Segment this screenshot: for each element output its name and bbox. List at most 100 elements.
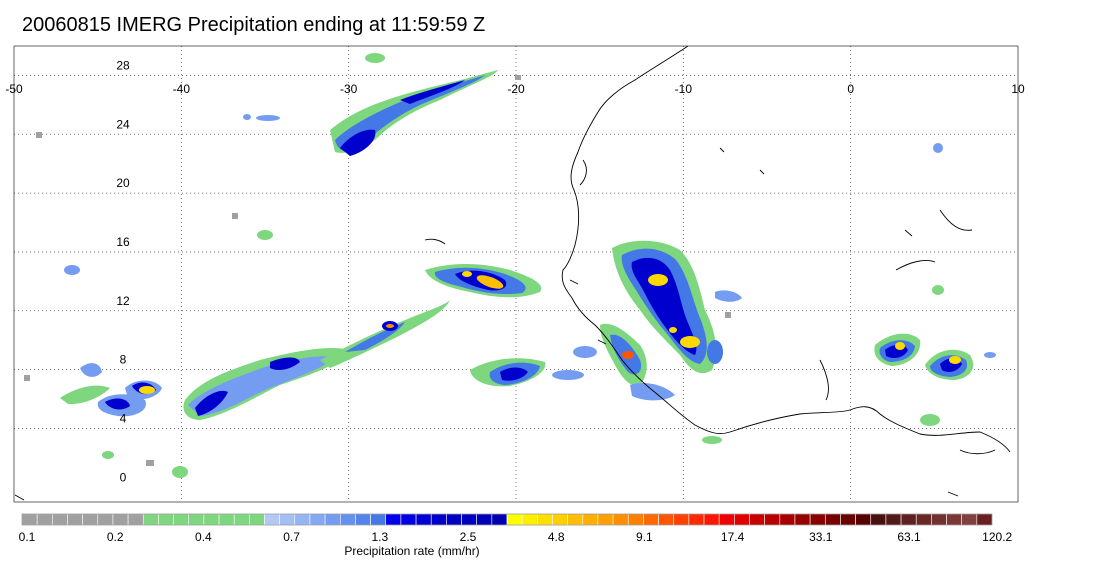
colorbar-swatch [794, 513, 811, 526]
colorbar-swatch [900, 513, 917, 526]
latitude-label: 28 [116, 58, 130, 72]
colorbar-swatch [779, 513, 796, 526]
colorbar-swatch [612, 513, 629, 526]
colorbar-tick-label: 2.5 [460, 530, 477, 544]
latitude-label: 0 [120, 470, 127, 484]
colorbar-swatch [82, 513, 99, 526]
latitude-label: 16 [116, 235, 130, 249]
colorbar-swatch [597, 513, 614, 526]
latitude-label: 4 [120, 411, 127, 425]
colorbar-swatch [961, 513, 978, 526]
colorbar-swatch [764, 513, 781, 526]
colorbar-swatch [855, 513, 872, 526]
colorbar-border [21, 513, 993, 526]
colorbar-swatch [885, 513, 902, 526]
longitude-label: 0 [847, 82, 854, 96]
colorbar-swatch [97, 513, 114, 526]
colorbar-swatch [127, 513, 144, 526]
colorbar-tick-label: 17.4 [721, 530, 745, 544]
colorbar-swatch [324, 513, 341, 526]
colorbar-swatch [430, 513, 447, 526]
colorbar-swatch [188, 513, 205, 526]
colorbar-tick-label: 0.7 [283, 530, 300, 544]
longitude-label: -50 [5, 82, 23, 96]
colorbar-swatch [809, 513, 826, 526]
colorbar-swatch [946, 513, 962, 526]
colorbar-title: Precipitation rate (mm/hr) [344, 544, 479, 558]
latitude-label: 8 [120, 353, 127, 367]
map-title: 20060815 IMERG Precipitation ending at 1… [22, 14, 486, 36]
colorbar-swatch [521, 513, 538, 526]
colorbar-swatch [52, 513, 68, 526]
latitude-labels: 0 4 8 12 16 20 24 28 [116, 58, 130, 484]
longitude-labels: -50 -40 -30 -20 -10 0 10 [5, 82, 1025, 96]
colorbar-swatch [461, 513, 477, 526]
longitude-label: -10 [675, 82, 693, 96]
colorbar-swatch [567, 513, 584, 526]
colorbar-swatch [870, 513, 887, 526]
colorbar-swatch [734, 513, 750, 526]
longitude-label: -40 [173, 82, 191, 96]
colorbar-swatch [824, 513, 841, 526]
colorbar-tick-label: 0.1 [19, 530, 36, 544]
colorbar-swatch [173, 513, 190, 526]
colorbar-swatch [385, 513, 402, 526]
colorbar-swatch [400, 513, 417, 526]
colorbar-swatch [203, 513, 220, 526]
colorbar-swatch [476, 513, 493, 526]
colorbar-swatch [552, 513, 568, 526]
colorbar-swatch [537, 513, 553, 526]
colorbar-swatch [112, 513, 129, 526]
colorbar-swatch [718, 513, 735, 526]
map-frame [13, 45, 1019, 503]
colorbar-swatch [21, 513, 38, 526]
colorbar-tick-label: 1.3 [371, 530, 388, 544]
longitude-label: -20 [507, 82, 525, 96]
longitude-label: 10 [1011, 82, 1025, 96]
latitude-label: 24 [116, 117, 130, 131]
latitude-label: 20 [116, 176, 130, 190]
colorbar-swatch [233, 513, 250, 526]
colorbar-swatch [446, 513, 462, 526]
colorbar-swatch [627, 513, 644, 526]
colorbar-swatch [506, 513, 523, 526]
colorbar-tick-label: 4.8 [548, 530, 565, 544]
colorbar-swatch [294, 513, 311, 526]
latitude-label: 12 [116, 294, 130, 308]
colorbar-swatch [582, 513, 599, 526]
colorbar-swatch [158, 513, 174, 526]
colorbar-swatch [309, 513, 326, 526]
colorbar-swatch [415, 513, 432, 526]
longitude-label: -30 [340, 82, 358, 96]
colorbar-swatch [673, 513, 690, 526]
colorbar-tick-label: 0.4 [195, 530, 212, 544]
colorbar-tick-label: 33.1 [809, 530, 833, 544]
colorbar-swatch [249, 513, 265, 526]
colorbar-swatch [688, 513, 705, 526]
coastline [14, 46, 1011, 501]
colorbar-swatch [264, 513, 280, 526]
colorbar-tick-label: 0.2 [107, 530, 124, 544]
colorbar-tick-label: 120.2 [982, 530, 1012, 544]
colorbar-swatch [840, 513, 856, 526]
colorbar-swatch [355, 513, 371, 526]
colorbar-swatch [218, 513, 235, 526]
colorbar-swatch [658, 513, 675, 526]
precipitation-field [24, 53, 996, 478]
colorbar-swatch [339, 513, 356, 526]
colorbar-tick-label: 63.1 [897, 530, 921, 544]
colorbar-swatch [976, 513, 993, 526]
colorbar-labels: 0.1 0.2 0.4 0.7 1.3 2.5 4.8 9.1 17.4 33.1 63.1 120.… [19, 530, 1013, 544]
colorbar-swatch [279, 513, 296, 526]
colorbar-swatch [370, 513, 387, 526]
colorbar [21, 513, 993, 526]
colorbar-swatch [67, 513, 83, 526]
colorbar-swatch [749, 513, 765, 526]
colorbar-swatch [915, 513, 932, 526]
colorbar-swatch [931, 513, 947, 526]
colorbar-swatch [142, 513, 159, 526]
colorbar-swatch [703, 513, 720, 526]
colorbar-swatch [491, 513, 508, 526]
colorbar-swatch [643, 513, 659, 526]
